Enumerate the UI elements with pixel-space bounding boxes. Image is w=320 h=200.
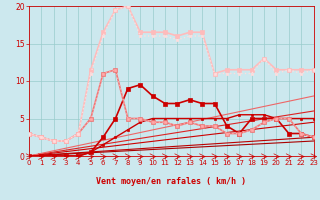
X-axis label: Vent moyen/en rafales ( km/h ): Vent moyen/en rafales ( km/h ) [96, 177, 246, 186]
